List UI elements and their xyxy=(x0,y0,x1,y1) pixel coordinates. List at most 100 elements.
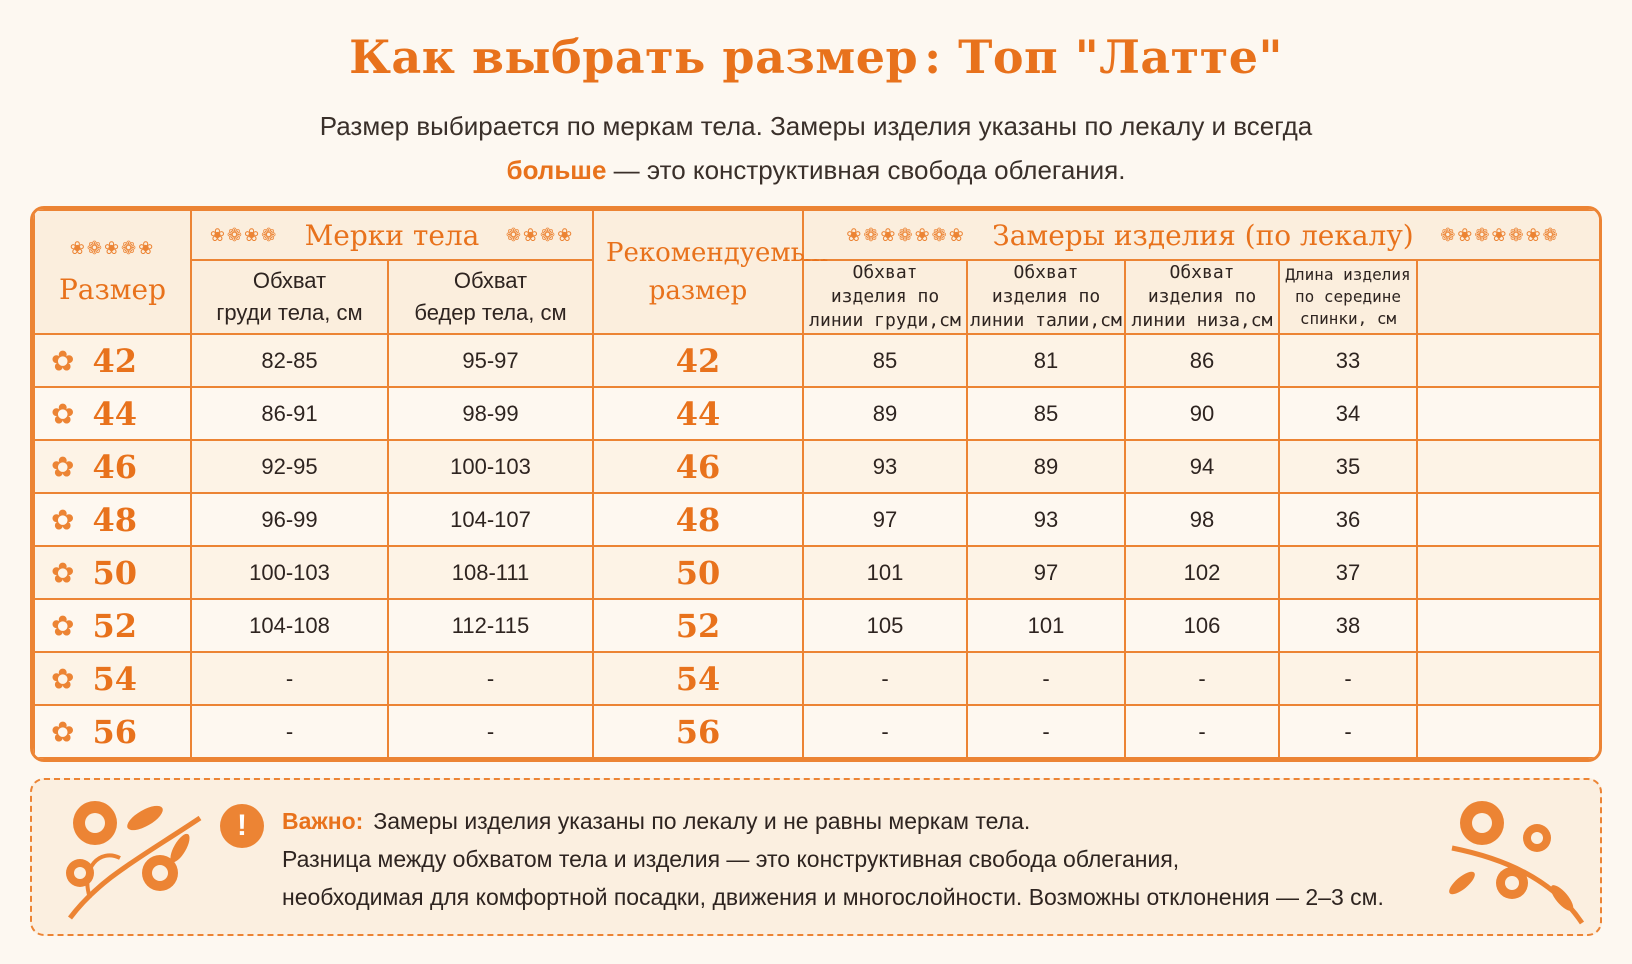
cell-garment-waist-value: - xyxy=(1042,665,1050,691)
cell-body-hips: 98-99 xyxy=(387,386,594,441)
cell-body-hips-value: 104-107 xyxy=(450,506,531,532)
cell-body-hips-value: - xyxy=(486,718,495,744)
cell-garment-chest-value: - xyxy=(881,665,889,691)
cell-garment-waist-value: 93 xyxy=(1033,506,1059,532)
cell-size: ✿ 50 xyxy=(33,545,192,600)
table-row: ✿ 42 82-85 95-97 42 85 81 86 33 xyxy=(33,333,1599,388)
cell-empty xyxy=(1415,333,1599,388)
cell-body-hips-value: 108-111 xyxy=(451,559,530,585)
floral-ornament-right-icon xyxy=(1449,801,1585,925)
cell-garment-waist: 101 xyxy=(966,598,1126,653)
size-value: 46 xyxy=(92,447,137,486)
cell-body-chest: 92-95 xyxy=(190,439,389,494)
cell-body-chest-value: 96-99 xyxy=(261,506,318,532)
cell-garment-waist: - xyxy=(966,651,1126,706)
cell-garment-hem: 86 xyxy=(1124,333,1280,388)
table-row: ✿ 48 96-99 104-107 48 97 93 98 36 xyxy=(33,492,1599,547)
cell-empty xyxy=(1415,651,1599,706)
cell-garment-length: 35 xyxy=(1278,439,1418,494)
cell-empty xyxy=(1415,386,1599,441)
flower-icon: ✿ xyxy=(51,557,75,588)
table-row: ✿ 44 86-91 98-99 44 89 85 90 34 xyxy=(33,386,1599,441)
cell-recommended-value: 44 xyxy=(675,394,721,433)
flower-icon: ✿ xyxy=(51,398,75,429)
cell-recommended-value: 42 xyxy=(675,341,721,380)
page-title: Как выбрать размер: Топ "Латте" xyxy=(0,30,1632,84)
cell-body-hips: 112-115 xyxy=(387,598,594,653)
cell-recommended: 52 xyxy=(592,598,804,653)
cell-body-hips: 100-103 xyxy=(387,439,594,494)
cell-recommended: 46 xyxy=(592,439,804,494)
recommended-header: Рекомендуемый размер xyxy=(606,238,829,306)
flower-icon: ✿ xyxy=(51,504,75,535)
note-text1: Замеры изделия указаны по лекалу и не ра… xyxy=(373,808,1031,834)
cell-size: ✿ 44 xyxy=(33,386,192,441)
exclamation-icon: ! xyxy=(220,804,264,848)
cell-empty xyxy=(1415,492,1599,547)
cell-garment-length-value: - xyxy=(1344,665,1352,691)
cell-garment-hem-value: 102 xyxy=(1183,559,1221,585)
cell-size: ✿ 48 xyxy=(33,492,192,547)
cell-garment-waist-value: - xyxy=(1042,718,1050,744)
cell-garment-length-value: 35 xyxy=(1335,453,1361,479)
cell-size: ✿ 54 xyxy=(33,651,192,706)
col-label: Обхват изделия по линии груди,см xyxy=(809,262,961,331)
note-label: Важно: xyxy=(282,808,364,834)
body-group-label: Мерки тела xyxy=(304,218,480,252)
note-line1: Важно: Замеры изделия указаны по лекалу и… xyxy=(282,808,1030,835)
col-header-garment-waist: Обхват изделия по линии талии,см xyxy=(966,259,1126,335)
cell-garment-hem: 94 xyxy=(1124,439,1280,494)
cell-empty xyxy=(1415,439,1599,494)
cell-body-chest-value: 82-85 xyxy=(261,347,318,373)
cell-body-hips-value: 100-103 xyxy=(450,453,531,479)
cell-body-hips: 95-97 xyxy=(387,333,594,388)
cell-garment-chest-value: 105 xyxy=(866,612,904,638)
cell-body-hips: 104-107 xyxy=(387,492,594,547)
cell-garment-chest: - xyxy=(802,704,968,759)
cell-garment-waist-value: 81 xyxy=(1033,347,1059,373)
floral-ornament-left-icon xyxy=(66,801,202,920)
cell-garment-length: 33 xyxy=(1278,333,1418,388)
subtitle-line2: больше — это конструктивная свобода обле… xyxy=(0,148,1632,192)
cell-garment-length: - xyxy=(1278,651,1418,706)
cell-size: ✿ 46 xyxy=(33,439,192,494)
col-label: Обхват груди тела, см xyxy=(216,268,363,325)
cell-empty xyxy=(1415,545,1599,600)
col-header-chest: Обхват груди тела, см xyxy=(190,259,389,335)
title-separator: : xyxy=(924,30,942,84)
cell-garment-length-value: 38 xyxy=(1335,612,1361,638)
cell-garment-waist-value: 89 xyxy=(1033,453,1059,479)
cell-garment-hem-value: 90 xyxy=(1189,400,1215,426)
cell-garment-waist-value: 85 xyxy=(1033,400,1059,426)
cell-empty xyxy=(1415,598,1599,653)
cell-garment-length: 36 xyxy=(1278,492,1418,547)
cell-garment-length: 38 xyxy=(1278,598,1418,653)
cell-garment-waist: 81 xyxy=(966,333,1126,388)
cell-garment-chest-value: 101 xyxy=(866,559,904,585)
cell-garment-hem: - xyxy=(1124,704,1280,759)
ornament-icon: ❀❁❀❁❀❁❀ xyxy=(846,224,966,245)
ornament-icon: ❁❀❁❀❁❀❁ xyxy=(1440,224,1560,245)
ornament-icon: ❁❀❁❀ xyxy=(505,224,575,245)
cell-garment-length: 34 xyxy=(1278,386,1418,441)
cell-body-chest-value: - xyxy=(285,665,294,691)
col-header-garment-chest: Обхват изделия по линии груди,см xyxy=(802,259,968,335)
note-line2: Разница между обхватом тела и изделия — … xyxy=(282,846,1180,872)
cell-garment-chest: 89 xyxy=(802,386,968,441)
cell-body-chest-value: - xyxy=(285,718,294,744)
cell-recommended-value: 50 xyxy=(675,553,721,592)
body-group-header: ❀❁❀❁ Мерки тела ❁❀❁❀ xyxy=(190,209,594,261)
cell-recommended: 44 xyxy=(592,386,804,441)
flower-icon: ✿ xyxy=(51,345,75,376)
cell-recommended: 56 xyxy=(592,704,804,759)
cell-body-chest: 96-99 xyxy=(190,492,389,547)
cell-garment-chest: 101 xyxy=(802,545,968,600)
cell-body-chest: - xyxy=(190,651,389,706)
size-header-cell: ❀❁❀❁❀ Размер xyxy=(33,209,192,335)
cell-body-chest-value: 100-103 xyxy=(249,559,330,585)
cell-body-hips-value: 98-99 xyxy=(462,400,519,426)
flower-icon: ✿ xyxy=(51,716,75,747)
cell-size: ✿ 42 xyxy=(33,333,192,388)
cell-garment-hem-value: 98 xyxy=(1189,506,1215,532)
flower-icon: ✿ xyxy=(51,610,75,641)
